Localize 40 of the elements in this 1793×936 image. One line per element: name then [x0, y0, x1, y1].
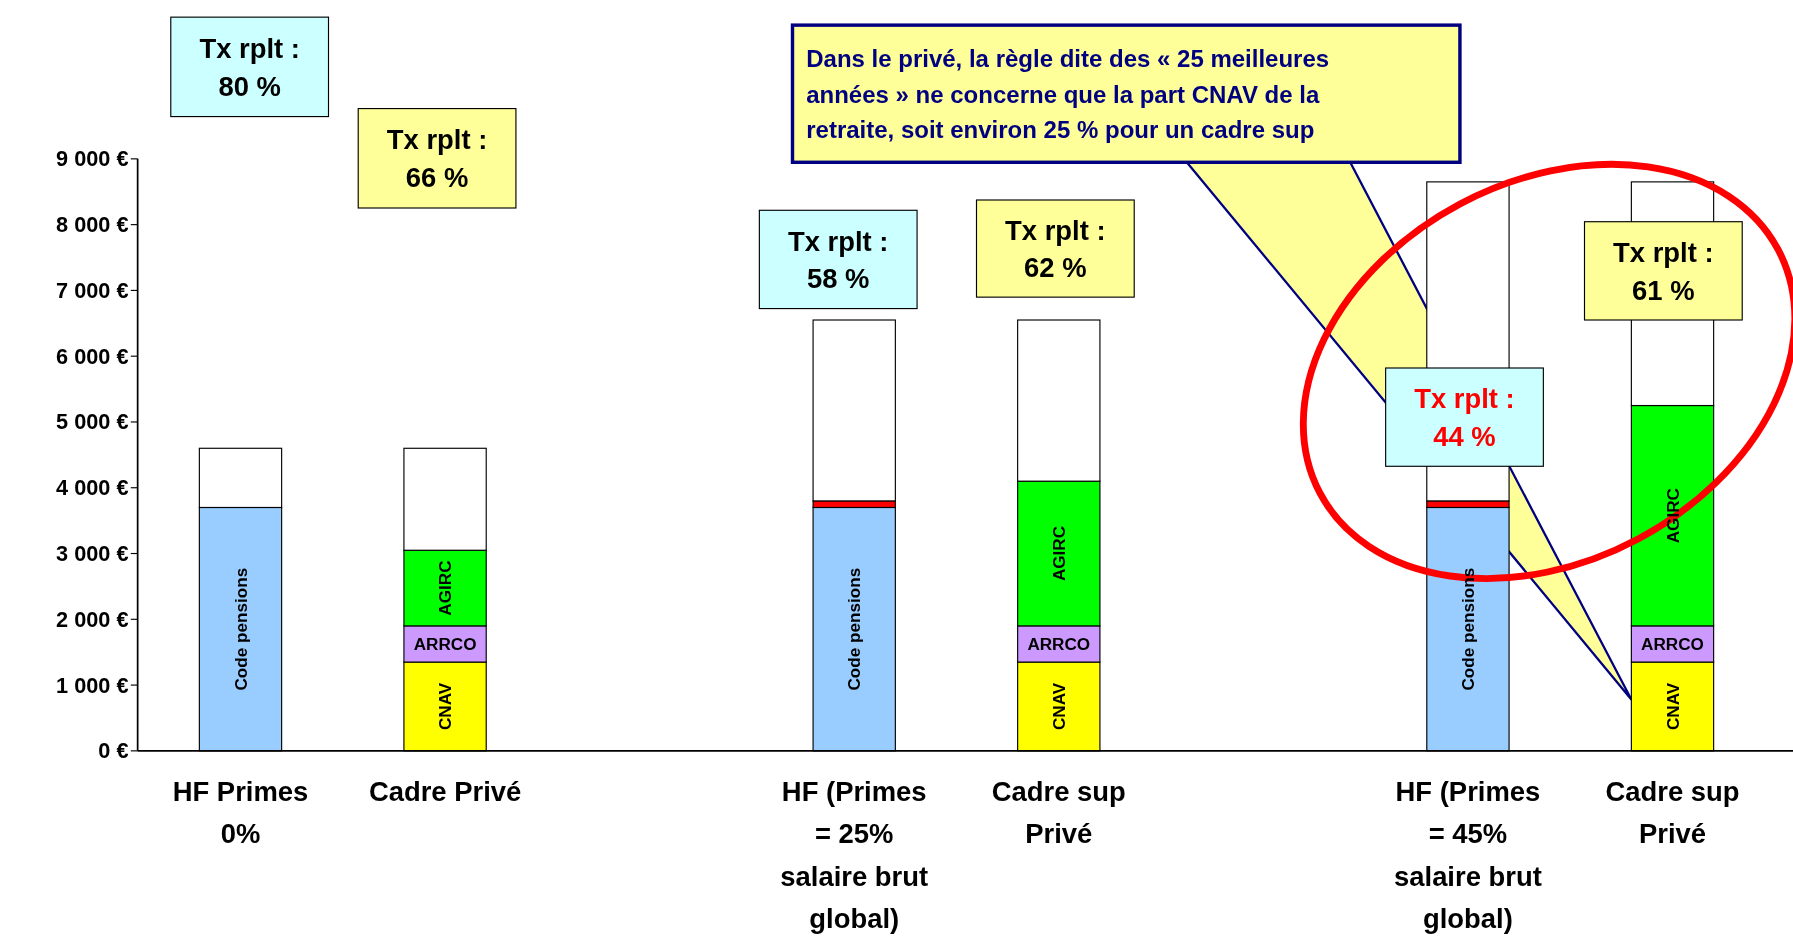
- note-box: Tx rplt : 62 %: [975, 199, 1135, 298]
- note-box: Tx rplt : 61 %: [1583, 221, 1743, 321]
- series-label: ARRCO: [413, 633, 477, 654]
- text: AGIRC: [1662, 488, 1683, 544]
- text: Code pensions: [230, 567, 251, 691]
- y-tick-label: 2 000 €: [56, 606, 129, 632]
- x-tick-label: Cadre sup Privé: [991, 776, 1126, 850]
- x-tick-label: HF Primes 0%: [172, 776, 309, 850]
- y-tick-label: 8 000 €: [56, 212, 129, 238]
- y-tick-label: 1 000 €: [56, 672, 129, 698]
- y-tick-label: 3 000 €: [56, 541, 129, 567]
- text: CNAV: [1048, 682, 1069, 731]
- y-tick-label: 5 000 €: [56, 409, 129, 435]
- annotation: Tx rplt : 44 %: [1414, 382, 1515, 452]
- note-box: Tx rplt : 80 %: [170, 16, 330, 118]
- x-tick-label: Cadre sup Privé: [1605, 776, 1740, 850]
- x-tick-label: HF (Primes = 45% salaire brut global): [1394, 776, 1542, 934]
- series-label: Code pensions: [1457, 567, 1478, 691]
- text: AGIRC: [1048, 525, 1069, 582]
- annotation: Tx rplt : 58 %: [787, 225, 889, 294]
- note-box: Tx rplt : 58 %: [758, 209, 918, 310]
- annotation: Tx rplt : 61 %: [1613, 236, 1714, 306]
- annotation: Tx rplt : 66 %: [386, 123, 488, 193]
- text: Dans le privé, la règle dite des « 25 meilleures années » ne concerne que la part CNAV de la retraite, soit environ 25 % pour un cadre sup: [806, 44, 1330, 143]
- series-label: AGIRC: [435, 560, 456, 616]
- annotation: Tx rplt : 62 %: [1005, 214, 1106, 283]
- y-tick-label: 0 €: [98, 738, 129, 764]
- text: Code pensions: [844, 567, 865, 691]
- text: CNAV: [1662, 682, 1683, 731]
- series-label: CNAV: [435, 682, 456, 731]
- text: ARRCO: [1641, 633, 1704, 654]
- y-tick-label: 9 000 €: [56, 146, 129, 172]
- x-tick-label: Cadre Privé: [368, 776, 522, 808]
- text: ARRCO: [1027, 633, 1091, 654]
- y-tick-label: 6 000 €: [56, 343, 129, 369]
- note-box: Tx rplt : 66 %: [357, 108, 517, 209]
- x-tick-label: HF (Primes = 25% salaire brut global): [780, 776, 929, 934]
- y-tick-label: 7 000 €: [56, 277, 129, 303]
- y-tick-label: 4 000 €: [56, 475, 129, 501]
- note-box: Tx rplt : 44 %: [1385, 367, 1544, 467]
